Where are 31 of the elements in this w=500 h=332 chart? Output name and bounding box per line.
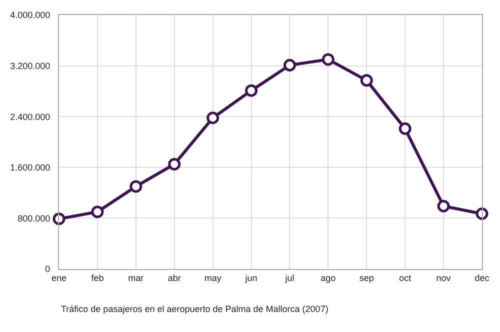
x-tick-label: dec — [474, 272, 490, 283]
y-tick-label: 0 — [45, 264, 50, 274]
point — [437, 200, 450, 212]
point — [322, 53, 334, 66]
x-tick-label: abr — [168, 272, 181, 283]
x-tick-label: feb — [91, 272, 104, 283]
point — [360, 74, 373, 87]
point — [283, 58, 296, 72]
y-tick-label: 1.600.000 — [10, 162, 50, 173]
point — [130, 180, 142, 193]
point — [168, 158, 181, 170]
x-tick-label: ago — [320, 272, 336, 283]
y-tick-label: 800.000 — [18, 213, 50, 224]
y-tick-label: 2.400.000 — [10, 112, 50, 122]
x-tick-label: sep — [359, 272, 374, 283]
x-tick-label: jul — [284, 272, 294, 283]
y-tick-label: 3.200.000 — [10, 60, 50, 71]
point — [398, 122, 412, 135]
point — [245, 84, 258, 97]
x-tick-label: mar — [128, 272, 144, 283]
text: Tráfico de pasajeros en el aeropuerto de Palma de Mallorca (2007) — [61, 304, 328, 314]
point — [91, 206, 104, 218]
x-tick-label: oct — [399, 272, 412, 283]
x-tick-label: may — [204, 272, 222, 283]
x-tick-label: ene — [51, 272, 67, 283]
point — [52, 212, 66, 226]
point — [206, 112, 220, 124]
point — [476, 208, 488, 220]
x-tick-label: jun — [244, 272, 258, 283]
x-tick-label: nov — [436, 272, 452, 283]
y-tick-label: 4.000.000 — [10, 10, 50, 20]
